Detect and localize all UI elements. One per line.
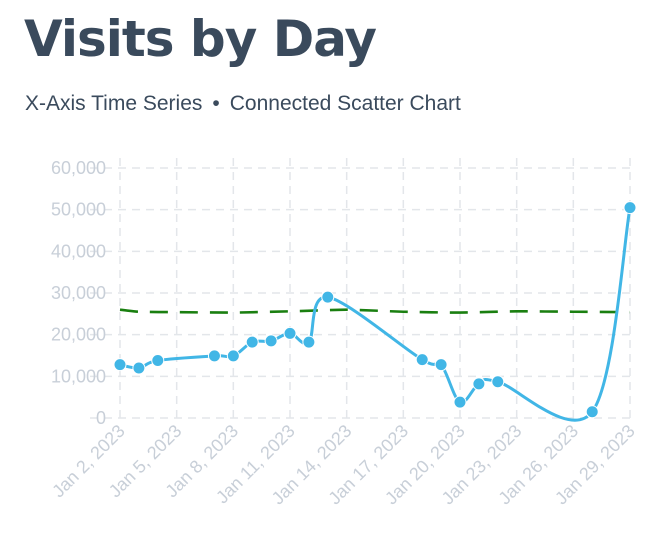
series-layer <box>113 201 637 422</box>
data-point <box>226 349 240 363</box>
x-gridlines <box>119 158 631 424</box>
chart-subtitle: X-Axis Time Series • Connected Scatter Cha… <box>25 92 461 116</box>
chart-title: Visits by Day <box>24 10 377 68</box>
y-axis-tick-labels: 0 10,000 20,000 30,000 40,000 50,000 60,000 <box>51 158 106 428</box>
data-point <box>472 377 486 391</box>
y-gridlines <box>90 167 630 419</box>
data-point <box>434 358 448 372</box>
subtitle-left: X-Axis Time Series <box>25 92 203 115</box>
data-point <box>321 290 335 304</box>
y-tick-label: 40,000 <box>51 241 106 261</box>
data-point <box>264 334 278 348</box>
reference-line <box>119 308 631 314</box>
y-tick-label: 0 <box>96 408 106 428</box>
y-tick-label: 20,000 <box>51 325 106 345</box>
data-point <box>113 358 127 372</box>
y-tick-label: 10,000 <box>51 366 106 386</box>
data-point <box>283 326 297 340</box>
y-tick-label: 60,000 <box>51 158 106 178</box>
data-point <box>132 361 146 375</box>
data-point <box>623 201 637 215</box>
series-line <box>119 207 632 422</box>
data-point <box>245 335 259 349</box>
y-tick-label: 50,000 <box>51 200 106 220</box>
data-point <box>207 349 221 363</box>
subtitle-separator: • <box>212 92 220 115</box>
data-point <box>585 405 599 419</box>
y-tick-label: 30,000 <box>51 283 106 303</box>
data-point <box>491 375 505 389</box>
data-point <box>302 335 316 349</box>
data-point <box>415 353 429 367</box>
reference-line-layer <box>119 308 631 314</box>
data-point <box>151 354 165 367</box>
subtitle-right: Connected Scatter Chart <box>229 92 461 115</box>
data-point <box>453 395 467 409</box>
